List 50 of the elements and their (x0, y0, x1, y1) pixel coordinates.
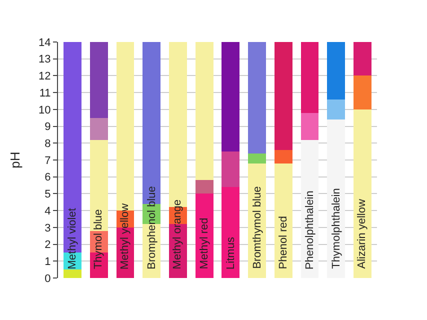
y-tick-label: 12 (38, 70, 51, 83)
bar (90, 140, 108, 231)
x-tick-label: Methyl violet (66, 208, 79, 270)
x-tick-label: Thymol blue (92, 209, 105, 270)
y-tick-label: 9 (44, 121, 51, 134)
y-tick-label: 13 (38, 54, 51, 66)
bar (222, 152, 240, 187)
y-tick-label: 8 (44, 138, 51, 150)
bar (327, 120, 346, 278)
bar (90, 118, 108, 140)
bar (222, 186, 240, 278)
y-tick-label: 1 (44, 256, 51, 268)
bar (64, 270, 82, 278)
bar (300, 112, 319, 140)
x-tick-label: Phenol red (278, 216, 290, 270)
bar (195, 180, 214, 194)
bar (354, 76, 372, 110)
x-tick-label: Alizarin yellow (356, 199, 368, 269)
x-tick-label: Bromthymol blue (251, 186, 264, 269)
y-tick-label: 14 (38, 36, 51, 49)
bar (274, 42, 292, 150)
x-tick-label: Litmus (224, 236, 237, 270)
bar (300, 42, 319, 113)
bar (327, 42, 346, 100)
y-tick-label: 2 (44, 239, 51, 252)
bar (195, 42, 214, 180)
bar (354, 42, 372, 76)
x-tick-label: Methyl yellow (118, 203, 131, 270)
y-tick-label: 0 (44, 272, 51, 285)
y-tick-label: 11 (39, 87, 51, 100)
y-tick-label: 5 (44, 188, 51, 201)
bar (248, 153, 266, 164)
x-tick-label: Methyl orange (172, 199, 184, 270)
y-tick-label: 10 (38, 104, 51, 116)
y-tick-label: 3 (44, 222, 51, 234)
x-tick-label: Phenolphthalein (304, 190, 316, 270)
bar (327, 99, 346, 120)
bar (248, 42, 266, 154)
bar (274, 150, 292, 164)
x-tick-label: Bromphenol blue (146, 186, 158, 270)
bar (90, 42, 108, 118)
y-axis-title: pH (8, 152, 22, 168)
y-tick-label: 7 (44, 154, 51, 167)
y-tick-label: 6 (44, 172, 51, 184)
bar (354, 109, 372, 278)
x-tick-label: Thymolphthalein (330, 188, 342, 269)
bar (274, 163, 292, 278)
x-tick-label: Methyl red (198, 218, 211, 270)
y-tick-label: 4 (44, 205, 51, 218)
bar (222, 42, 240, 152)
